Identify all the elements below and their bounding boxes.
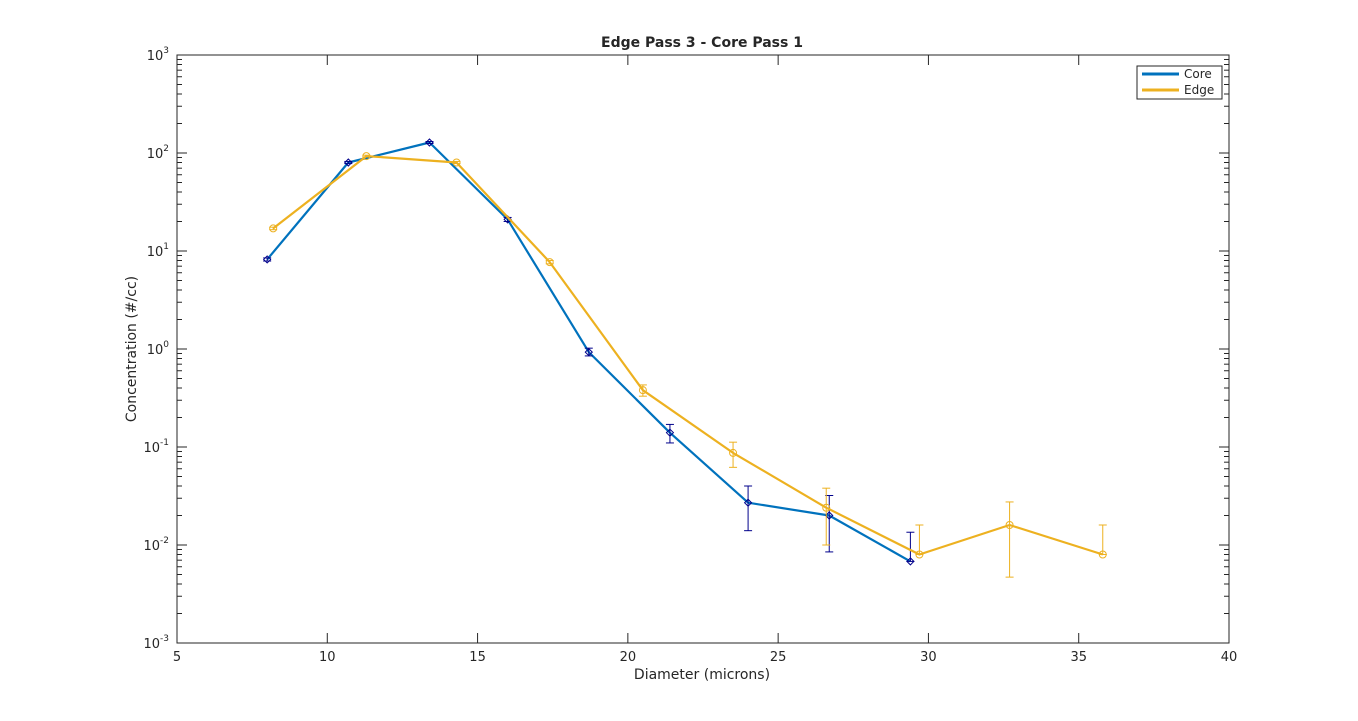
data-point-edge	[729, 448, 738, 457]
x-axis-label: Diameter (microns)	[634, 667, 770, 683]
data-point-edge	[545, 258, 554, 267]
data-point-edge	[822, 503, 831, 512]
y-tick-label-base: 10	[143, 441, 160, 456]
y-tick-label: 102	[147, 144, 169, 162]
data-point-edge	[1005, 520, 1014, 529]
y-tick-label-base: 10	[143, 539, 160, 554]
y-tick-label-base: 10	[143, 637, 160, 652]
plot-area	[176, 54, 1230, 644]
data-point-core	[344, 158, 353, 167]
chart-title: Edge Pass 3 - Core Pass 1	[601, 35, 803, 51]
y-tick-label: 101	[147, 242, 169, 260]
data-point-edge	[452, 158, 461, 167]
legend-box	[1136, 65, 1223, 100]
y-tick-label: 100	[147, 340, 170, 358]
data-point-edge	[269, 224, 278, 233]
x-tick-label: 30	[920, 650, 937, 665]
x-tick-label: 5	[173, 650, 181, 665]
x-tick-label: 35	[1070, 650, 1087, 665]
y-tick-label-base: 10	[147, 49, 164, 64]
data-point-core	[743, 498, 753, 507]
data-point-core	[906, 557, 915, 566]
y-tick-label-base: 10	[147, 343, 164, 358]
y-tick-label-exponent: -3	[160, 634, 169, 644]
y-tick-label-base: 10	[147, 147, 164, 162]
data-point-core	[584, 347, 593, 357]
y-tick-label: 10-1	[143, 438, 169, 456]
y-tick-label-exponent: 0	[163, 340, 169, 350]
y-tick-label-exponent: 2	[163, 144, 169, 154]
data-point-core	[825, 511, 834, 520]
series-line-edge	[272, 155, 1104, 556]
legend: Core Edge	[1136, 65, 1223, 100]
y-tick-label-exponent: -1	[160, 438, 169, 448]
legend-label-core: Core	[1184, 67, 1212, 81]
series-group	[262, 138, 1107, 578]
data-point-edge	[915, 550, 924, 559]
y-tick-label-base: 10	[147, 245, 164, 260]
data-point-edge	[1098, 550, 1107, 559]
x-tick-label: 20	[620, 650, 637, 665]
x-tick-label: 15	[469, 650, 486, 665]
series-edge	[269, 152, 1107, 578]
x-tick-label: 10	[319, 650, 336, 665]
data-point-core	[262, 255, 272, 264]
x-tick-label: 40	[1221, 650, 1238, 665]
data-point-core	[665, 428, 675, 437]
data-point-edge	[638, 386, 647, 395]
y-tick-label-exponent: -2	[160, 536, 169, 546]
y-axis-label: Concentration (#/cc)	[124, 276, 140, 422]
y-tick-label-exponent: 1	[163, 242, 169, 252]
legend-label-edge: Edge	[1184, 83, 1214, 97]
y-tick-label: 10-3	[143, 634, 169, 652]
y-tick-label: 10-2	[143, 536, 169, 554]
x-tick-label: 25	[770, 650, 787, 665]
x-axis-ticks: 5 10 15 20 25 30 35 40	[173, 55, 1237, 665]
data-point-edge	[362, 152, 371, 161]
y-tick-label-exponent: 3	[163, 46, 169, 56]
y-tick-label: 103	[147, 46, 169, 64]
data-point-core	[425, 138, 434, 147]
